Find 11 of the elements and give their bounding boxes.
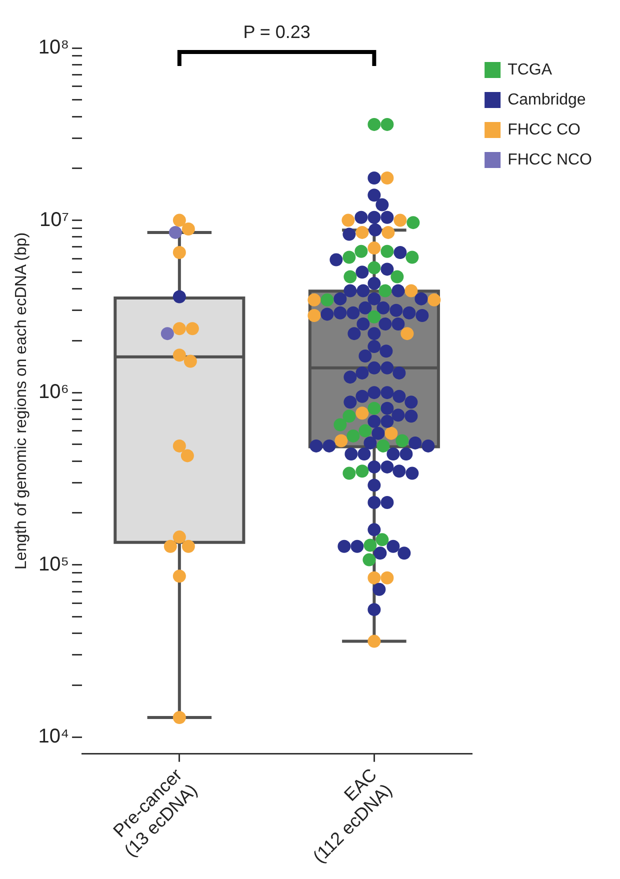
y-tick-label: 10⁵ <box>38 553 70 576</box>
y-axis-title: Length of genomic regions on each ecDNA (bp) <box>13 232 30 570</box>
y-tick-label: 10⁷ <box>40 208 70 231</box>
legend-label: FHCC CO <box>508 121 580 138</box>
legend-label: TCGA <box>508 61 552 78</box>
y-tick-label: 10⁶ <box>38 381 70 404</box>
y-tick-label: 10⁸ <box>38 36 70 59</box>
legend-label: Cambridge <box>508 91 586 108</box>
text: P = 0.23 <box>243 22 310 42</box>
legend-label: FHCC NCO <box>508 151 592 168</box>
y-tick-label: 10⁴ <box>38 726 70 748</box>
